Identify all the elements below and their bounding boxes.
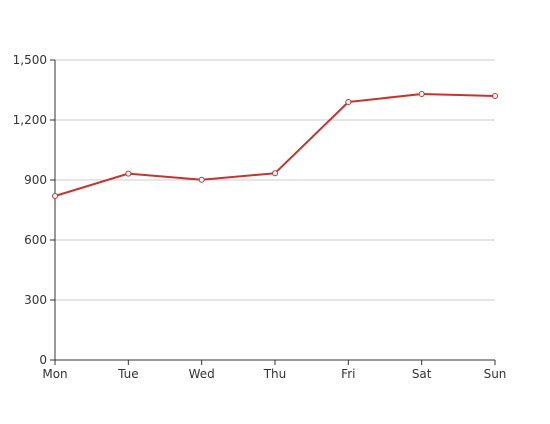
series: [52, 91, 498, 199]
y-tick-label: 1,500: [13, 53, 47, 67]
x-tick-label-sun: Sun: [484, 367, 507, 381]
x-tick-label-wed: Wed: [189, 367, 215, 381]
y-tick-label: 900: [24, 173, 47, 187]
x-tick-label-fri: Fri: [341, 367, 355, 381]
series-line: [54, 93, 496, 197]
y-tick-label: 1,200: [13, 113, 47, 127]
gridlines: [55, 59, 495, 301]
y-tick-label: 0: [39, 353, 47, 367]
data-point-sun[interactable]: [492, 93, 498, 99]
data-point-fri[interactable]: [345, 99, 352, 105]
data-point-thu[interactable]: [272, 170, 278, 177]
x-tick-label-thu: Thu: [263, 367, 287, 381]
x-tick-label-sat: Sat: [412, 367, 432, 381]
x-tick-label-mon: Mon: [42, 367, 67, 381]
x-axis-ticks: Mon Tue Wed Thu Fri Sat Sun: [42, 360, 506, 381]
y-tick-label: 600: [24, 233, 47, 247]
data-point-wed[interactable]: [198, 176, 205, 183]
x-tick-label-tue: Tue: [117, 367, 139, 381]
y-axis-ticks: 0 300 600 900 1,200 1,500: [13, 53, 55, 367]
data-point-mon[interactable]: [52, 193, 58, 199]
y-tick-label: 300: [24, 293, 47, 307]
data-point-tue[interactable]: [125, 170, 132, 177]
axes: [54, 60, 495, 361]
data-point-sat[interactable]: [418, 91, 425, 97]
